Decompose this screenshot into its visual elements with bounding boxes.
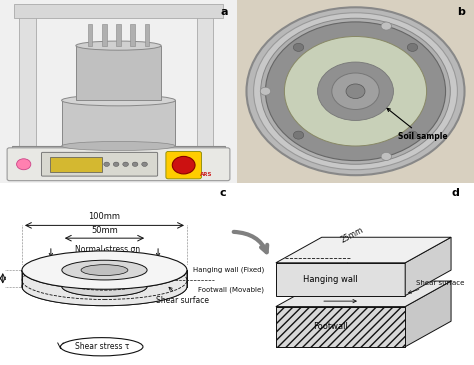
Polygon shape [276,307,405,347]
Circle shape [172,156,195,174]
Circle shape [132,162,138,166]
Text: Soil sample: Soil sample [387,108,448,141]
Polygon shape [22,270,187,306]
Bar [102,24,107,46]
Text: 50mm: 50mm [91,226,118,235]
Text: Normal stress σn: Normal stress σn [75,245,140,254]
Text: c: c [220,188,227,198]
Polygon shape [405,237,451,296]
Circle shape [123,162,128,166]
Circle shape [381,22,392,30]
Circle shape [17,159,31,170]
Circle shape [246,7,465,175]
Circle shape [346,84,365,99]
FancyBboxPatch shape [7,148,230,181]
Bar [197,7,213,150]
Circle shape [293,131,304,139]
Ellipse shape [81,265,128,276]
FancyBboxPatch shape [50,157,102,172]
Ellipse shape [61,338,143,356]
Polygon shape [276,263,405,296]
Circle shape [260,87,271,95]
Bar [116,24,121,46]
Polygon shape [276,237,451,263]
Circle shape [407,131,418,139]
Circle shape [381,153,392,161]
Circle shape [113,162,119,166]
Circle shape [293,43,304,51]
Text: Shear surface: Shear surface [409,280,464,293]
Text: a: a [220,7,228,17]
Bar [130,24,135,46]
Circle shape [265,22,446,161]
Circle shape [254,13,457,170]
FancyBboxPatch shape [41,153,157,176]
Ellipse shape [22,267,187,306]
Bar [145,24,149,46]
Polygon shape [276,281,451,307]
Circle shape [332,73,379,110]
Polygon shape [276,307,405,347]
Polygon shape [405,281,451,347]
FancyBboxPatch shape [12,146,225,155]
Circle shape [142,162,147,166]
Circle shape [407,43,418,51]
FancyBboxPatch shape [62,100,175,146]
Bar [14,4,223,18]
Polygon shape [62,270,147,296]
Text: ARS: ARS [200,172,212,177]
Text: 100mm: 100mm [89,212,120,221]
Text: Hanging wall (Fixed): Hanging wall (Fixed) [192,266,264,273]
Text: d: d [452,188,459,198]
Bar [88,24,92,46]
Circle shape [284,36,427,146]
Text: Shear stress τ: Shear stress τ [74,342,129,351]
Text: Hanging wall: Hanging wall [303,275,357,284]
Text: Shear surface: Shear surface [156,287,209,305]
Circle shape [104,162,109,166]
Ellipse shape [22,251,187,289]
Ellipse shape [76,41,161,50]
Ellipse shape [62,277,147,296]
Text: 25mm: 25mm [339,226,365,245]
FancyBboxPatch shape [166,151,201,179]
Text: Footwall: Footwall [313,322,347,331]
Text: Footwall (Movable): Footwall (Movable) [198,286,264,293]
Circle shape [318,62,393,120]
Ellipse shape [62,260,147,280]
Bar [19,7,36,150]
Ellipse shape [62,141,175,150]
Circle shape [261,18,450,164]
Ellipse shape [62,95,175,106]
FancyBboxPatch shape [76,46,161,100]
Text: b: b [456,7,465,17]
